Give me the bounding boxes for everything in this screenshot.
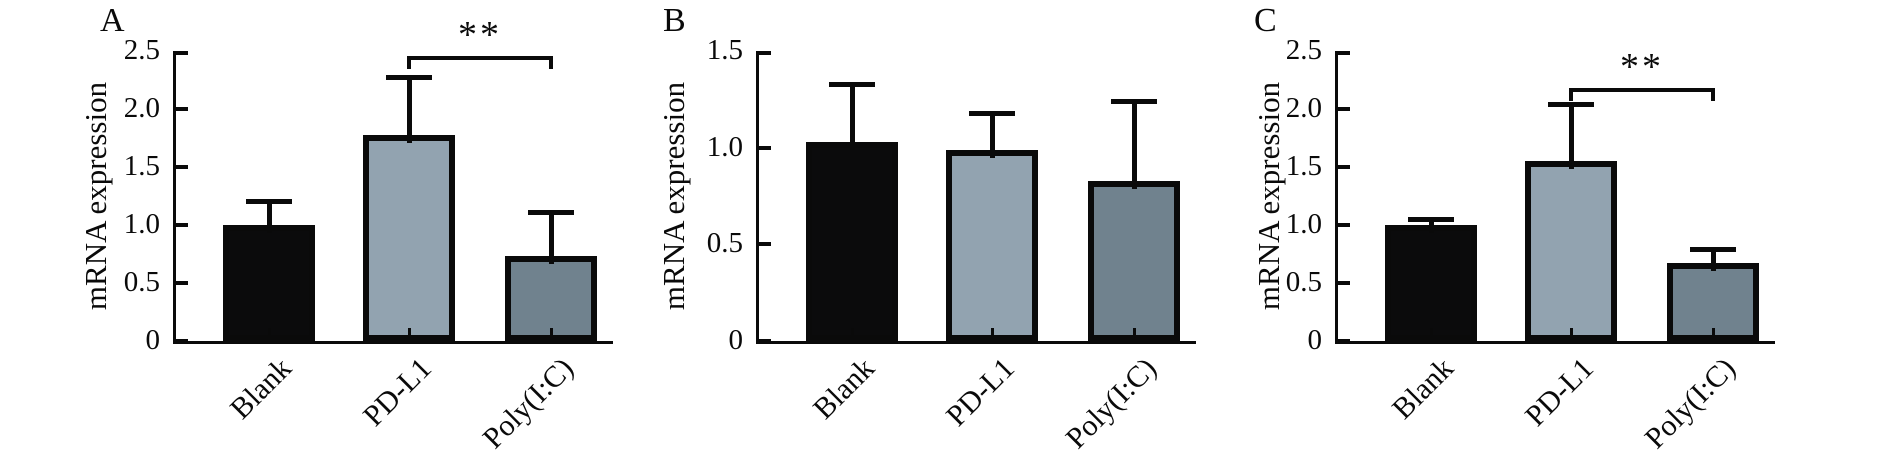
y-tick xyxy=(759,51,771,55)
y-tick xyxy=(1338,51,1350,55)
y-tick-label: 0.5 xyxy=(1285,266,1322,298)
bar-blank xyxy=(1385,225,1477,341)
error-bar-cap xyxy=(1690,247,1736,253)
y-tick xyxy=(1338,223,1350,227)
y-tick-label: 0 xyxy=(145,324,161,356)
y-tick xyxy=(176,51,188,55)
y-tick xyxy=(1338,165,1350,169)
x-tick xyxy=(1569,328,1573,341)
error-bar-cap xyxy=(829,81,875,87)
x-tick xyxy=(407,328,411,341)
x-tick xyxy=(850,328,854,341)
y-tick-label: 0.5 xyxy=(706,227,743,260)
bar-poly-i-c- xyxy=(1088,180,1180,341)
x-tick xyxy=(1711,328,1715,341)
y-tick xyxy=(759,145,771,150)
error-bar xyxy=(266,200,272,233)
significance-bracket: ** xyxy=(407,16,553,69)
y-tick xyxy=(1338,281,1350,285)
y-tick xyxy=(1338,339,1350,343)
x-tick xyxy=(267,328,271,341)
x-category-label: Blank xyxy=(223,351,298,426)
y-tick-label: 2.0 xyxy=(1285,92,1322,124)
panel-c-letter: C xyxy=(1254,2,1277,39)
error-bar xyxy=(406,76,412,143)
y-tick xyxy=(176,223,188,227)
x-category-label: Blank xyxy=(1385,351,1460,426)
x-tick xyxy=(1132,328,1136,341)
x-tick xyxy=(990,328,994,341)
error-bar-cap xyxy=(1111,99,1157,105)
error-bar-cap xyxy=(1408,217,1454,223)
bar-pd-l1 xyxy=(946,149,1038,341)
y-tick-label: 1.5 xyxy=(123,150,160,182)
panel-a-letter: A xyxy=(100,2,125,39)
y-tick xyxy=(176,339,188,343)
bar-pd-l1 xyxy=(1525,161,1617,341)
bar-pd-l1 xyxy=(363,134,455,341)
panel-b-plot-area: 0 0.5 1.0 1.5 xyxy=(707,36,1196,355)
error-bar-cap xyxy=(1548,102,1594,108)
y-tick-label: 0 xyxy=(1307,324,1323,356)
error-bar xyxy=(548,212,554,265)
y-tick xyxy=(176,165,188,169)
y-tick-label: 0 xyxy=(728,324,744,356)
y-tick-label: 2.5 xyxy=(123,34,160,66)
error-bar xyxy=(1428,219,1434,233)
error-bar xyxy=(1131,101,1137,189)
error-bar-cap xyxy=(528,210,574,216)
y-tick xyxy=(759,339,771,343)
y-tick xyxy=(176,281,188,285)
bar-blank xyxy=(223,225,315,341)
panel-b: B mRNA expression 0 0.5 1.0 1.5 Blank PD-L1 P… xyxy=(630,0,1260,453)
panel-c-plot-area: 0 0.5 1.0 1.5 2.0 2.5 ** xyxy=(1286,36,1775,355)
significance-label: ** xyxy=(1620,46,1664,89)
y-tick-label: 2.5 xyxy=(1285,34,1322,66)
y-tick-label: 1.5 xyxy=(1285,150,1322,182)
error-bar xyxy=(849,83,855,150)
panel-a: A mRNA expression 0 0.5 1.0 1.5 2.0 2.5 ** Bla… xyxy=(0,0,630,453)
x-tick xyxy=(549,328,553,341)
y-tick xyxy=(1338,107,1350,111)
y-tick-label: 1.5 xyxy=(706,34,743,66)
y-tick-label: 1.0 xyxy=(1285,208,1322,240)
panel-a-plot-area: 0 0.5 1.0 1.5 2.0 2.5 ** xyxy=(124,16,613,355)
significance-bracket: ** xyxy=(1569,48,1715,102)
panel-b-y-axis-title: mRNA expression xyxy=(656,81,691,311)
significance-label: ** xyxy=(458,13,502,56)
y-tick xyxy=(759,242,771,247)
x-category-label: Blank xyxy=(806,351,881,426)
error-bar-cap xyxy=(969,110,1015,116)
error-bar-cap xyxy=(386,74,432,80)
y-tick xyxy=(176,107,188,111)
y-tick-label: 1.0 xyxy=(123,208,160,240)
y-tick-label: 1.0 xyxy=(706,130,743,163)
error-bar xyxy=(989,112,995,158)
y-tick-label: 2.0 xyxy=(123,92,160,124)
panel-c: C mRNA expression 0 0.5 1.0 1.5 2.0 2.5 ** Bla… xyxy=(1251,0,1891,453)
error-bar xyxy=(1568,104,1574,170)
panel-b-letter: B xyxy=(663,2,686,39)
error-bar xyxy=(1710,249,1716,272)
bar-blank xyxy=(806,141,898,341)
x-tick xyxy=(1429,328,1433,341)
error-bar-cap xyxy=(246,198,292,204)
y-tick-label: 0.5 xyxy=(123,266,160,298)
